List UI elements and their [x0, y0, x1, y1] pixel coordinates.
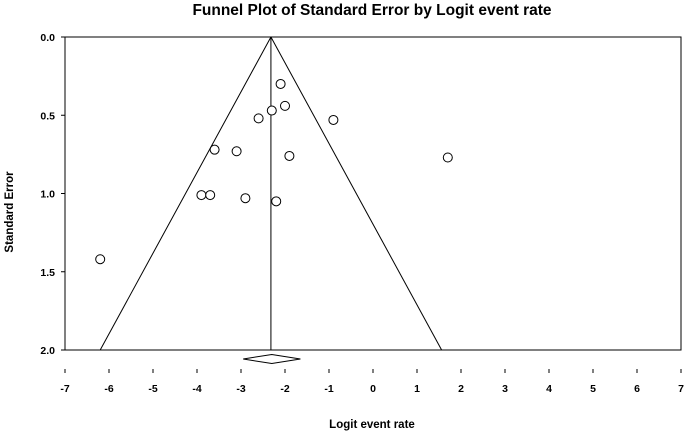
y-axis-title: Standard Error [4, 171, 16, 253]
x-tick-label: -5 [148, 383, 157, 395]
data-point [275, 78, 286, 89]
x-tick-label: -7 [60, 383, 69, 395]
data-point [209, 144, 220, 155]
data-point [196, 190, 207, 201]
y-tick-label: 0.0 [40, 32, 55, 44]
x-tick-label: 1 [414, 383, 420, 395]
x-tick-label: -3 [236, 383, 245, 395]
x-tick-label: 7 [678, 383, 684, 395]
y-tick-label: 0.5 [40, 110, 55, 122]
x-tick-label: 4 [546, 383, 552, 395]
data-point [231, 146, 242, 157]
x-tick-label: -4 [192, 383, 201, 395]
x-tick-label: 3 [502, 383, 508, 395]
data-point [240, 193, 251, 204]
y-tick-label: 1.0 [40, 189, 55, 201]
funnel-left-line [99, 36, 272, 351]
x-tick-label: 2 [458, 383, 464, 395]
data-point [284, 150, 295, 161]
x-tick-label: 0 [370, 383, 376, 395]
data-point [280, 100, 290, 111]
summary-diamond-group [243, 353, 301, 365]
x-axis-ticks: -7 -6 -5 -4 -3 -2 -1 0 1 2 3 4 5 6 7 [60, 369, 684, 395]
data-point [95, 254, 106, 265]
data-point [442, 152, 453, 163]
data-point [266, 105, 277, 116]
plot-area [64, 36, 682, 351]
data-point [271, 196, 282, 207]
y-tick-label: 1.5 [40, 267, 55, 279]
funnel-lines [99, 36, 443, 351]
funnel-right-line [270, 36, 443, 351]
data-points [95, 78, 453, 265]
data-point [205, 190, 216, 201]
x-tick-label: -6 [104, 383, 113, 395]
x-tick-label: -2 [280, 383, 289, 395]
data-point [328, 114, 339, 125]
summary-diamond [243, 353, 301, 365]
x-tick-label: 5 [590, 383, 596, 395]
x-tick-label: 6 [634, 383, 640, 395]
y-tick-label: 2.0 [40, 345, 55, 357]
data-point [253, 113, 264, 124]
x-axis-title: Logit event rate [329, 419, 415, 431]
chart-title: Funnel Plot of Standard Error by Logit e… [192, 2, 551, 19]
x-tick-label: -1 [324, 383, 333, 395]
y-axis-ticks: 0.0 0.5 1.0 1.5 2.0 [40, 32, 65, 357]
